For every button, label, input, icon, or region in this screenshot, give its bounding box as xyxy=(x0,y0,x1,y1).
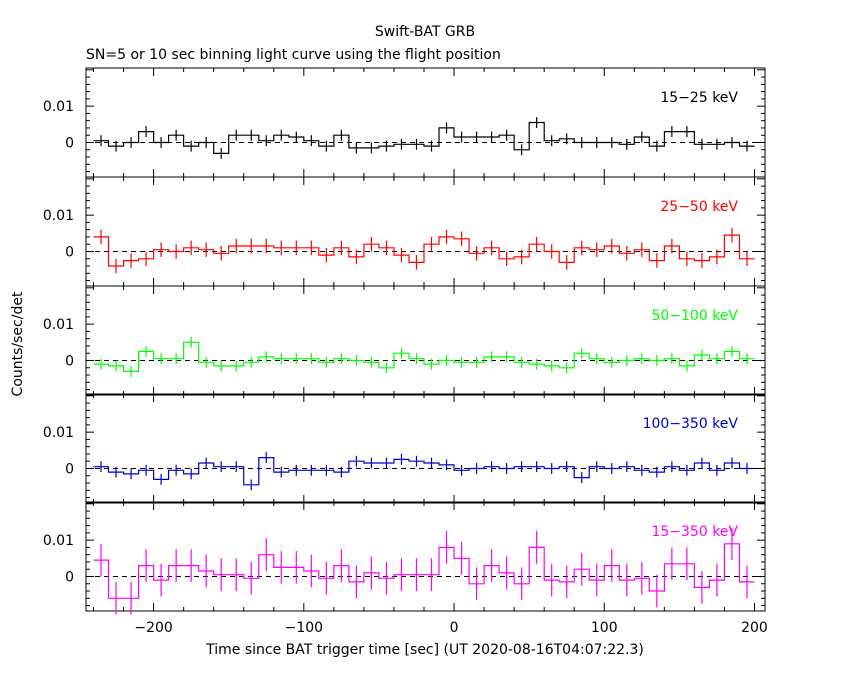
series-step-line xyxy=(93,121,755,154)
panel-label: 50−100 keV xyxy=(651,308,738,324)
y-tick-label: 0 xyxy=(65,244,74,260)
y-tick-label: 0 xyxy=(65,353,74,369)
y-axis-label: Counts/sec/det xyxy=(10,291,26,396)
panel-label: 15−350 keV xyxy=(651,524,738,540)
x-tick-label: 200 xyxy=(741,620,768,636)
series-step-line xyxy=(93,341,755,372)
y-tick-label: 0.01 xyxy=(43,99,74,115)
chart-subtitle: SN=5 or 10 sec binning light curve using… xyxy=(86,47,501,63)
y-tick-label: 0.01 xyxy=(43,533,74,549)
y-tick-label: 0.01 xyxy=(43,208,74,224)
x-tick-label: 100 xyxy=(591,620,618,636)
panel-label: 25−50 keV xyxy=(660,199,738,215)
panel-5: 0 0.01 15−350 keV xyxy=(43,501,766,615)
y-tick-label: 0.01 xyxy=(43,425,74,441)
x-axis-label: Time since BAT trigger time [sec] (UT 20… xyxy=(205,642,644,658)
panel-label: 15−25 keV xyxy=(660,90,738,106)
x-tick-label: −100 xyxy=(285,620,323,636)
y-tick-label: 0 xyxy=(65,461,74,477)
panel-4: 0 0.01 100−350 keV xyxy=(43,393,766,504)
y-tick-label: 0 xyxy=(65,135,74,151)
y-tick-label: 0.01 xyxy=(43,317,74,333)
series-step-line xyxy=(93,234,755,267)
panel-3: 0 0.01 50−100 keV xyxy=(43,285,766,396)
panel-1: 0 0.01 15−25 keV xyxy=(43,67,766,178)
y-tick-label: 0 xyxy=(65,569,74,585)
panel-frame xyxy=(85,501,766,612)
panel-frame xyxy=(85,67,766,178)
panel-frame xyxy=(85,393,766,504)
x-tick-label: 0 xyxy=(450,620,459,636)
panel-frame xyxy=(85,285,766,396)
panels-group: 0 0.01 15−25 keV 0 0.01 25−50 keV 0 0.01 50−100 … xyxy=(43,67,768,636)
series-step-line xyxy=(93,543,755,599)
panel-frame xyxy=(85,176,766,287)
panel-2: 0 0.01 25−50 keV xyxy=(43,176,766,287)
chart-title: Swift-BAT GRB xyxy=(375,24,475,40)
series-step-line xyxy=(93,457,755,486)
panel-label: 100−350 keV xyxy=(643,416,739,432)
x-tick-label: −200 xyxy=(134,620,172,636)
